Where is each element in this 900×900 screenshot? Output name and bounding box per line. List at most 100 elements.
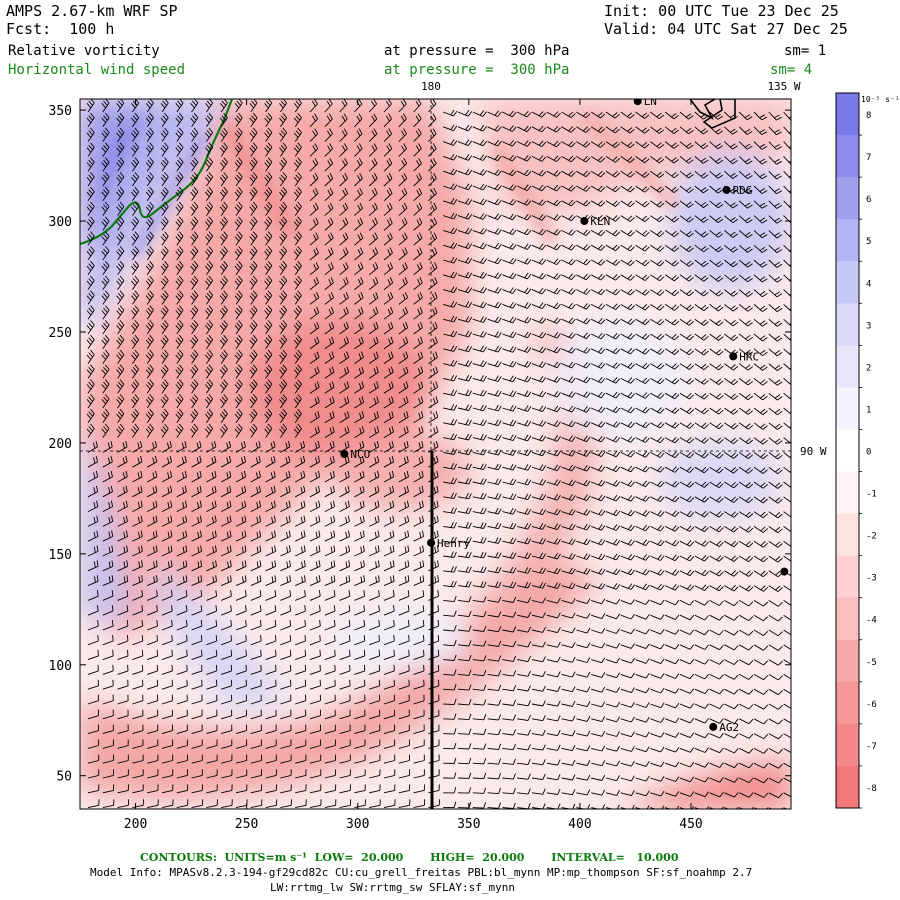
wind-barb <box>205 99 214 113</box>
wind-barb <box>561 744 576 752</box>
wind-barb <box>265 530 276 542</box>
wind-barb <box>620 303 635 311</box>
wind-barb <box>339 694 351 705</box>
wind-barb <box>650 421 665 429</box>
wind-barb <box>546 435 561 442</box>
wind-barb <box>354 694 366 705</box>
wind-barb <box>591 538 606 546</box>
colorbar-segment <box>836 177 859 220</box>
wind-barb <box>650 111 665 120</box>
wind-barb <box>265 560 277 572</box>
wind-barb <box>219 423 228 438</box>
wind-barb <box>694 437 709 444</box>
wind-barb <box>398 172 408 187</box>
wind-barb <box>738 570 754 577</box>
wind-barb <box>295 605 306 616</box>
wind-barb <box>235 530 247 542</box>
wind-barb <box>724 718 739 724</box>
wind-barb <box>605 789 620 796</box>
wind-barb <box>576 155 591 163</box>
wind-barb <box>561 553 576 560</box>
wind-barb <box>428 381 439 394</box>
wind-barb <box>635 790 650 797</box>
wind-barb <box>161 634 173 646</box>
wind-barb <box>591 509 606 516</box>
wind-barb <box>487 213 502 221</box>
wind-barb <box>87 455 99 468</box>
wind-barb <box>176 440 187 453</box>
wind-barb <box>502 655 517 662</box>
wind-barb <box>457 654 472 662</box>
wind-barb <box>294 470 306 483</box>
wind-barb <box>457 625 472 632</box>
wind-barb <box>620 731 635 738</box>
wind-barb <box>428 128 437 142</box>
wind-barb <box>664 422 680 429</box>
wind-barb <box>620 687 635 694</box>
wind-barb <box>502 228 517 236</box>
wind-barb <box>768 688 783 696</box>
wind-barb <box>531 272 547 280</box>
wind-barb <box>339 769 351 779</box>
wind-barb <box>354 202 364 216</box>
wind-barb <box>561 170 576 177</box>
wind-barb <box>738 540 754 548</box>
wind-barb <box>354 664 366 675</box>
wind-barb <box>176 709 188 720</box>
wind-barb <box>413 143 422 157</box>
wind-barb <box>147 515 158 527</box>
wind-barb <box>250 545 262 557</box>
wind-barb <box>664 480 680 488</box>
wind-barb <box>293 408 302 424</box>
wind-barb <box>160 99 169 113</box>
wind-barb <box>398 754 410 764</box>
wind-barb <box>219 216 228 231</box>
wind-barb <box>428 158 437 172</box>
wind-barb <box>324 351 335 364</box>
wind-barb <box>768 481 783 489</box>
colorbar-label: 8 <box>866 111 871 121</box>
wind-barb <box>457 566 472 573</box>
wind-barb <box>738 614 754 621</box>
wind-barb <box>264 305 273 320</box>
wind-barb <box>487 404 502 412</box>
wind-barb <box>86 364 95 379</box>
wind-barb <box>132 590 144 601</box>
wind-barb <box>176 545 188 557</box>
wind-barb <box>738 289 753 297</box>
wind-barb <box>605 701 621 708</box>
wind-barb <box>191 470 202 483</box>
wind-barb <box>517 758 531 766</box>
wind-barb <box>161 784 174 794</box>
wind-barb <box>605 538 621 546</box>
wind-barb <box>206 679 218 690</box>
wind-barb <box>161 605 173 616</box>
wind-barb <box>783 614 791 621</box>
wind-barb <box>191 754 203 764</box>
wind-barb <box>339 292 349 305</box>
wind-barb <box>250 649 262 661</box>
wind-barb <box>324 575 336 587</box>
wind-barb <box>235 440 246 453</box>
wind-barb <box>724 422 739 430</box>
wind-barb <box>117 560 129 572</box>
wind-barb <box>398 649 410 661</box>
wind-barb <box>591 553 606 561</box>
wind-barb <box>368 143 378 157</box>
wind-barb <box>709 333 724 341</box>
wind-barb <box>279 349 288 364</box>
wind-barb <box>309 99 318 113</box>
wind-barb <box>191 575 203 587</box>
wind-barb <box>250 590 262 601</box>
wind-barb <box>87 724 100 735</box>
wind-barb <box>561 715 576 722</box>
wind-barb <box>175 408 184 424</box>
wind-barb <box>280 769 292 779</box>
wind-barb <box>264 334 273 350</box>
wind-barb <box>413 277 423 290</box>
wind-barb <box>264 201 273 216</box>
wind-barb <box>709 215 724 223</box>
wind-barb <box>339 232 349 246</box>
wind-barb <box>190 157 199 172</box>
wind-barb <box>101 364 110 379</box>
